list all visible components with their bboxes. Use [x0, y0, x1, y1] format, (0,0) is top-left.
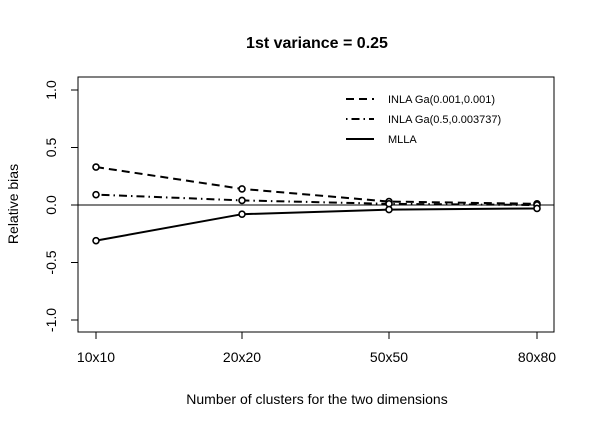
axes-layer: 10x10 20x20 50x50 80x80 -1.0 -0.5 0.0 0.5 1.0: [43, 80, 556, 365]
series-1-point-20x20: [238, 185, 246, 193]
legend: INLA Ga(0.001,0.001) INLA Ga(0.5,0.003737…: [346, 94, 501, 146]
x-tick-label: 50x50: [370, 349, 408, 365]
chart-title: 1st variance = 0.25: [246, 35, 388, 52]
series-1-point-10x10: [92, 163, 100, 171]
plot-layer: [78, 163, 554, 245]
legend-label-1: INLA Ga(0.001,0.001): [388, 94, 495, 106]
series-3-point-20x20: [238, 210, 246, 218]
series-3-point-80x80: [533, 204, 541, 213]
series-3-point-10x10: [92, 236, 100, 245]
y-tick-label: 0.5: [43, 138, 59, 158]
series-line-3: [95, 207, 538, 242]
y-axis-label: Relative bias: [5, 164, 21, 244]
x-tick-label: 80x80: [518, 349, 556, 365]
y-tick-label: 0.0: [43, 195, 59, 215]
x-tick-label: 10x10: [77, 349, 115, 365]
legend-label-2: INLA Ga(0.5,0.003737): [388, 114, 501, 126]
y-tick-label: -1.0: [43, 308, 59, 332]
series-2-point-20x20: [238, 196, 246, 205]
series-line-1: [95, 166, 538, 205]
x-tick-label: 20x20: [223, 349, 261, 365]
series-2-point-10x10: [92, 190, 100, 199]
series-line-2: [95, 193, 538, 206]
y-tick-label: -0.5: [43, 250, 59, 274]
x-axis-label: Number of clusters for the two dimension…: [186, 391, 447, 407]
legend-label-3: MLLA: [388, 134, 417, 146]
series-3-point-50x50: [385, 205, 393, 214]
y-tick-label: 1.0: [43, 80, 59, 100]
